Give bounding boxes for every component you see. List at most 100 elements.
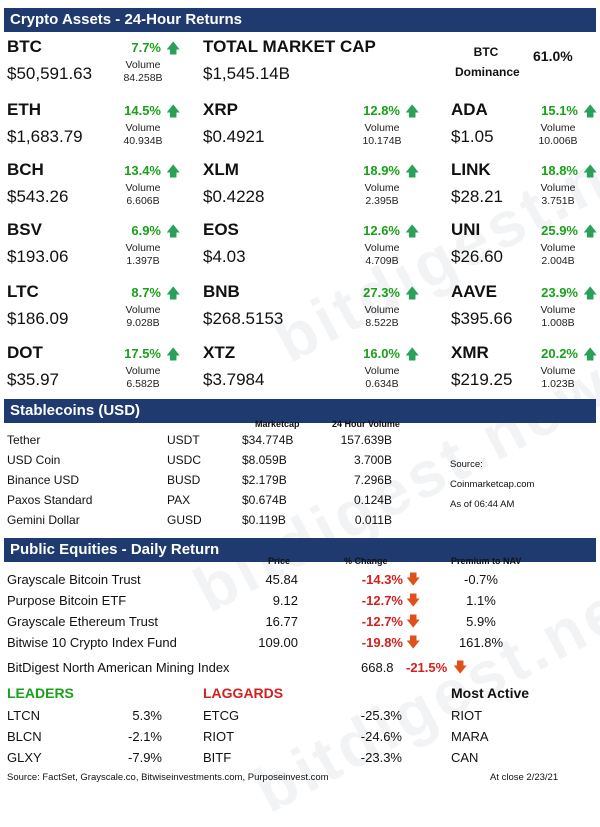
laggard-change: -24.6% — [360, 729, 402, 744]
volume-value: 0.634B — [365, 378, 399, 390]
leader-symbol: GLXY — [7, 750, 42, 765]
equity-name: Purpose Bitcoin ETF — [7, 593, 127, 608]
leaders-title: LEADERS — [7, 685, 74, 701]
most-active-title: Most Active — [451, 685, 530, 701]
up-arrow-icon: 🡅 — [405, 163, 420, 179]
coin-symbol: XRP — [203, 100, 238, 119]
coin-price: $186.09 — [7, 309, 69, 328]
volume-value: 1.008B — [541, 317, 575, 329]
volume-value: 8.522B — [365, 317, 399, 329]
volume-label: Volume — [125, 304, 161, 316]
coin-symbol: XMR — [451, 343, 489, 362]
btc-dominance-label-line2: Dominance — [455, 65, 520, 79]
stablecoin-marketcap: $0.674B — [242, 493, 287, 507]
coin-symbol: BCH — [7, 160, 44, 179]
coin-volume: Volume 1.008B — [528, 304, 588, 330]
coin-change: 16.0% — [363, 346, 400, 361]
coin-change: 13.4% — [124, 163, 161, 178]
leader-change: -2.1% — [128, 729, 162, 744]
stablecoin-name: Binance USD — [7, 473, 80, 487]
coin-symbol: BNB — [203, 282, 240, 301]
stablecoin-marketcap: $34.774B — [242, 433, 294, 447]
coin-change: 12.6% — [363, 223, 400, 238]
down-arrow-icon: 🡇 — [406, 634, 421, 650]
mining-index-value: 668.8 — [361, 660, 394, 675]
stablecoin-name: Gemini Dollar — [7, 513, 80, 527]
up-arrow-icon: 🡅 — [405, 285, 420, 301]
volume-column-header: 24 Hour Volume — [332, 419, 400, 429]
coin-volume: Volume 1.397B — [113, 242, 173, 268]
coin-symbol: DOT — [7, 343, 43, 362]
laggards-title: LAGGARDS — [203, 685, 284, 701]
btc-dominance-value: 61.0% — [533, 48, 573, 64]
equities-section-header: Public Equities - Daily Return — [4, 538, 596, 562]
stablecoins-section-header: Stablecoins (USD) — [4, 399, 596, 423]
coin-symbol: ADA — [451, 100, 488, 119]
coin-volume: Volume 0.634B — [352, 365, 412, 391]
equity-change: -19.8% — [361, 635, 403, 650]
up-arrow-icon: 🡅 — [166, 103, 181, 119]
most-active-symbol: MARA — [451, 729, 489, 744]
coin-volume: Volume 8.522B — [352, 304, 412, 330]
coin-price: $193.06 — [7, 247, 69, 266]
equity-name: Grayscale Ethereum Trust — [7, 614, 158, 629]
coin-volume: Volume 2.004B — [528, 242, 588, 268]
stablecoin-name: Tether — [7, 433, 41, 447]
most-active-symbol: RIOT — [451, 708, 483, 723]
stablecoin-volume: 157.639B — [340, 433, 392, 447]
source-note-line1: Source: — [450, 459, 483, 470]
coin-change: 18.8% — [541, 163, 578, 178]
equity-price: 16.77 — [265, 614, 298, 629]
up-arrow-icon: 🡅 — [405, 346, 420, 362]
coin-symbol: UNI — [451, 220, 481, 239]
equity-name: Bitwise 10 Crypto Index Fund — [7, 635, 177, 650]
crypto-section-header: Crypto Assets - 24-Hour Returns — [4, 8, 596, 32]
coin-symbol: EOS — [203, 220, 239, 239]
nav-column-header: Premium to NAV — [451, 556, 522, 566]
btc-dominance-label: BTC Dominance — [455, 42, 520, 82]
equity-premium-nav: 5.9% — [466, 614, 496, 629]
coin-change: 23.9% — [541, 285, 578, 300]
coin-price: $3.7984 — [203, 370, 265, 389]
coin-change: 15.1% — [541, 103, 578, 118]
stablecoin-ticker: USDT — [167, 433, 200, 447]
volume-value: 2.395B — [365, 195, 399, 207]
coin-price: $1,683.79 — [7, 127, 83, 146]
stablecoin-name: Paxos Standard — [7, 493, 93, 507]
total-market-cap-label: TOTAL MARKET CAP — [203, 37, 376, 56]
most-active-symbol: CAN — [451, 750, 479, 765]
up-arrow-icon: 🡅 — [166, 40, 181, 56]
leader-change: 5.3% — [132, 708, 162, 723]
change-column-header: % Change — [344, 556, 388, 566]
down-arrow-icon: 🡇 — [406, 613, 421, 629]
coin-price: $0.4921 — [203, 127, 265, 146]
coin-symbol: AAVE — [451, 282, 497, 301]
stablecoin-ticker: BUSD — [167, 473, 201, 487]
equity-price: 45.84 — [265, 572, 298, 587]
footer-close-date: At close 2/23/21 — [490, 772, 559, 783]
volume-value: 10.174B — [362, 135, 402, 147]
coin-volume: Volume 40.934B — [113, 122, 173, 148]
equity-premium-nav: 161.8% — [458, 635, 504, 650]
coin-volume: Volume 1.023B — [528, 365, 588, 391]
volume-value: 6.582B — [126, 378, 160, 390]
coin-volume: Volume 84.258B — [113, 59, 173, 85]
source-note: Source: Coinmarketcap.com As of 06:44 AM — [450, 455, 534, 515]
source-note-line3: As of 06:44 AM — [450, 499, 515, 510]
coin-symbol: XLM — [203, 160, 239, 179]
laggard-change: -23.3% — [360, 750, 402, 765]
coin-symbol: BSV — [7, 220, 42, 239]
coin-change: 17.5% — [124, 346, 161, 361]
volume-value: 1.023B — [541, 378, 575, 390]
coin-price: $28.21 — [451, 187, 503, 206]
volume-label: Volume — [540, 304, 576, 316]
coin-price: $219.25 — [451, 370, 513, 389]
leader-symbol: BLCN — [7, 729, 42, 744]
volume-label: Volume — [540, 182, 576, 194]
coin-price: $543.26 — [7, 187, 69, 206]
volume-label: Volume — [540, 122, 576, 134]
coin-volume: Volume 9.028B — [113, 304, 173, 330]
volume-value: 10.006B — [538, 135, 578, 147]
coin-change: 18.9% — [363, 163, 400, 178]
volume-label: Volume — [364, 365, 400, 377]
